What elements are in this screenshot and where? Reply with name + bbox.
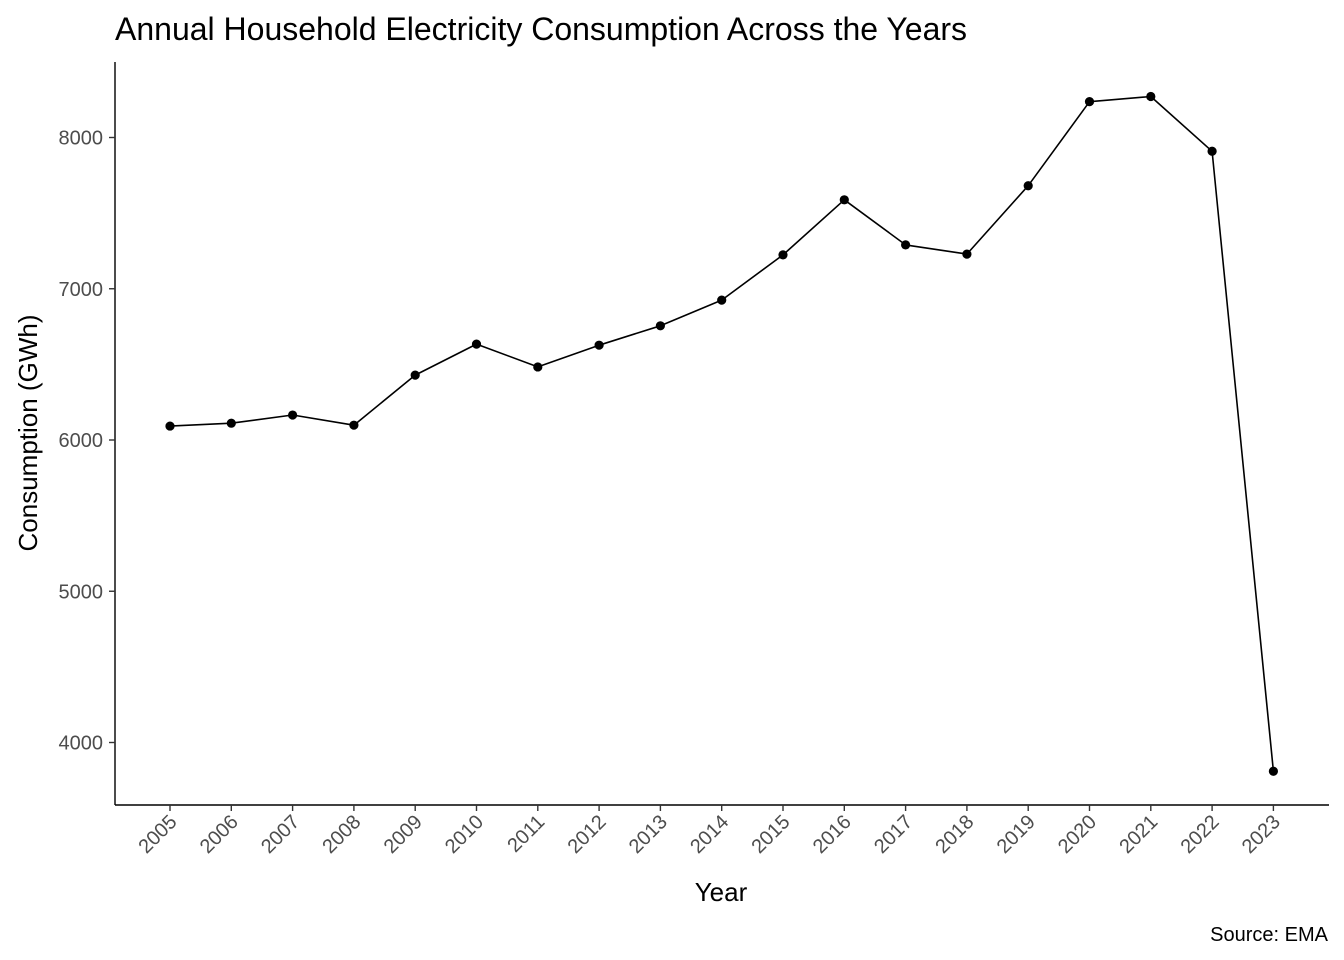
- x-axis: 2005 2006 2007 2008 2009 2010 2011 2012 2013 2014…: [115, 804, 1329, 858]
- x-tick-label: 2015: [748, 811, 795, 858]
- data-point: [288, 410, 298, 420]
- data-point: [349, 420, 359, 430]
- data-point: [533, 362, 543, 372]
- x-tick-label: 2019: [993, 811, 1040, 858]
- x-tick-label: 2016: [809, 811, 856, 858]
- data-point: [1268, 766, 1278, 776]
- plot-area: [165, 91, 1278, 776]
- data-point: [962, 249, 972, 259]
- x-tick-label: 2010: [441, 811, 488, 858]
- x-tick-label: 2021: [1115, 811, 1162, 858]
- y-tick-label: 8000: [59, 128, 104, 150]
- y-tick-label: 5000: [59, 581, 104, 603]
- x-tick-label: 2023: [1238, 811, 1285, 858]
- x-axis-title: Year: [695, 877, 748, 907]
- data-point: [717, 295, 727, 305]
- data-point: [1207, 146, 1217, 156]
- data-point: [655, 321, 666, 331]
- y-tick-label: 6000: [59, 430, 104, 452]
- data-point: [778, 250, 788, 260]
- x-tick-label: 2011: [503, 811, 549, 857]
- y-tick-label: 4000: [59, 733, 104, 755]
- x-tick-label: 2014: [686, 811, 733, 858]
- x-tick-label: 2022: [1177, 811, 1224, 858]
- x-tick-label: 2007: [257, 811, 304, 858]
- data-point: [1146, 91, 1156, 102]
- x-tick-label: 2018: [931, 811, 978, 858]
- data-point: [594, 340, 604, 350]
- data-point: [471, 339, 482, 349]
- chart-title: Annual Household Electricity Consumption…: [115, 11, 967, 47]
- x-tick-label: 2006: [196, 811, 243, 858]
- x-tick-label: 2020: [1054, 811, 1101, 858]
- x-tick-label: 2005: [135, 811, 182, 858]
- y-axis-title: Consumption (GWh): [13, 315, 43, 552]
- x-tick-label: 2017: [870, 811, 917, 858]
- data-point: [410, 370, 420, 380]
- series-line: [169, 95, 1275, 772]
- data-point: [839, 195, 849, 205]
- x-tick-label: 2008: [318, 811, 365, 858]
- data-point: [1084, 97, 1095, 107]
- y-axis: 4000 5000 6000 7000 8000: [59, 62, 116, 805]
- data-point: [901, 240, 911, 250]
- x-tick-label: 2013: [625, 811, 672, 858]
- data-point: [1023, 181, 1033, 191]
- data-point: [165, 421, 175, 431]
- x-tick-label: 2009: [380, 811, 427, 858]
- x-tick-label: 2012: [564, 811, 611, 858]
- source-caption: Source: EMA: [1210, 924, 1328, 946]
- y-tick-label: 7000: [59, 279, 104, 301]
- data-point: [226, 418, 236, 428]
